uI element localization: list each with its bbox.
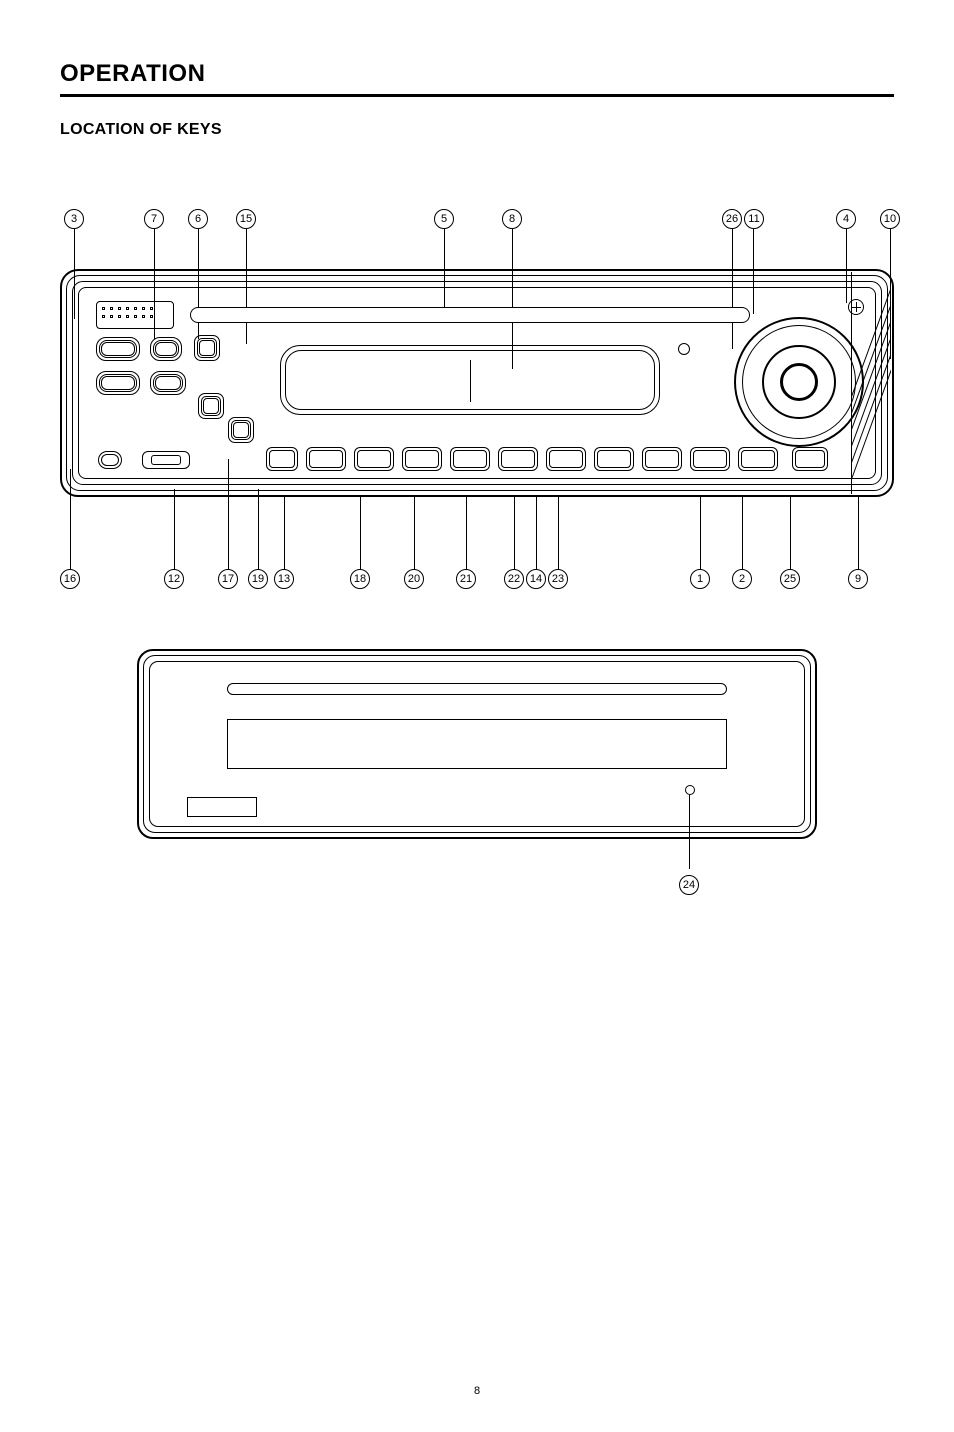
panel-label-box — [187, 797, 257, 817]
page-number: 8 — [0, 1385, 954, 1397]
callout-14: 14 — [526, 569, 546, 589]
manual-page: OPERATION LOCATION OF KEYS 3 7 6 15 5 8 … — [0, 0, 954, 1432]
callout-20: 20 — [404, 569, 424, 589]
small-hole — [678, 343, 690, 355]
callout-19: 19 — [248, 569, 268, 589]
reset-hole — [685, 785, 695, 795]
hatch-lines — [851, 272, 891, 494]
eject-button — [98, 451, 122, 469]
row-btn — [546, 447, 586, 471]
callout-9: 9 — [848, 569, 868, 589]
callout-2: 2 — [732, 569, 752, 589]
leader — [689, 795, 690, 869]
panel-release — [142, 451, 190, 469]
row-btn — [306, 447, 346, 471]
callout-5: 5 — [434, 209, 454, 229]
callout-17: 17 — [218, 569, 238, 589]
head-unit-outline — [60, 269, 894, 497]
leader — [700, 497, 701, 569]
title-underline — [60, 94, 894, 97]
left-btn-6 — [198, 393, 224, 419]
row-btn — [402, 447, 442, 471]
callout-1: 1 — [690, 569, 710, 589]
left-btn-7 — [228, 417, 254, 443]
leader — [858, 497, 859, 569]
row-btn — [594, 447, 634, 471]
row-btn — [792, 447, 828, 471]
lcd-display — [280, 345, 660, 415]
callout-25: 25 — [780, 569, 800, 589]
leader — [558, 497, 559, 569]
open-panel — [227, 719, 727, 769]
callout-13: 13 — [274, 569, 294, 589]
callout-26: 26 — [722, 209, 742, 229]
left-btn-4 — [96, 371, 140, 395]
leader — [466, 497, 467, 569]
leader — [70, 469, 71, 569]
row-btn — [354, 447, 394, 471]
indicator-panel — [96, 301, 174, 329]
callout-7: 7 — [144, 209, 164, 229]
callout-22: 22 — [504, 569, 524, 589]
row-btn — [498, 447, 538, 471]
front-view-figure: 3 7 6 15 5 8 26 11 4 10 — [60, 209, 894, 589]
leader — [536, 497, 537, 569]
leader — [360, 497, 361, 569]
callout-11: 11 — [744, 209, 764, 229]
callout-23: 23 — [548, 569, 568, 589]
left-btn-3 — [194, 335, 220, 361]
callout-15: 15 — [236, 209, 256, 229]
disc-slot-open — [227, 683, 727, 695]
callout-18: 18 — [350, 569, 370, 589]
panel-open-outline — [137, 649, 817, 839]
leader — [514, 497, 515, 569]
row-btn — [690, 447, 730, 471]
callout-16: 16 — [60, 569, 80, 589]
row-btn — [450, 447, 490, 471]
callout-10: 10 — [880, 209, 900, 229]
row-btn — [738, 447, 778, 471]
callout-12: 12 — [164, 569, 184, 589]
callout-21: 21 — [456, 569, 476, 589]
top-callouts: 3 7 6 15 5 8 26 11 4 10 — [60, 209, 894, 229]
leader — [284, 497, 285, 569]
row-btn — [642, 447, 682, 471]
callout-8: 8 — [502, 209, 522, 229]
leader — [228, 459, 229, 569]
left-btn-2 — [150, 337, 182, 361]
callout-4: 4 — [836, 209, 856, 229]
leader — [742, 497, 743, 569]
panel-open-figure: 24 — [137, 649, 817, 909]
row-btn — [266, 447, 298, 471]
leader — [790, 497, 791, 569]
left-btn-1 — [96, 337, 140, 361]
bottom-button-row — [266, 447, 828, 471]
bottom-callouts: 16 12 17 19 13 18 20 21 22 14 23 1 2 25 … — [60, 569, 894, 589]
callout-6: 6 — [188, 209, 208, 229]
callout-3: 3 — [64, 209, 84, 229]
leader — [174, 489, 175, 569]
section-title: OPERATION — [60, 60, 894, 88]
left-btn-5 — [150, 371, 186, 395]
disc-slot — [190, 307, 750, 323]
callout-24: 24 — [679, 875, 699, 895]
volume-knob — [734, 317, 864, 447]
leader — [258, 489, 259, 569]
leader — [414, 497, 415, 569]
subsection-title: LOCATION OF KEYS — [60, 121, 894, 139]
